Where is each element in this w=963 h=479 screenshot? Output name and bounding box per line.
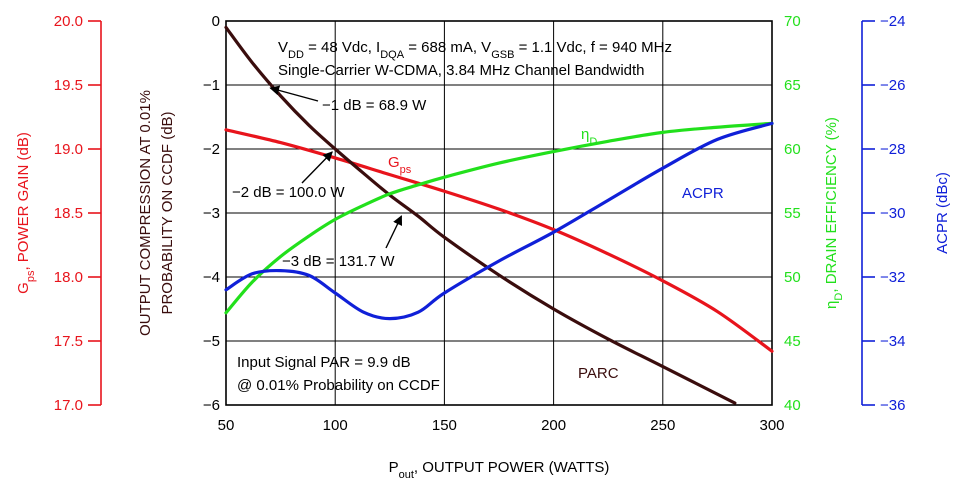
acpr-tick-label: −36 bbox=[880, 397, 905, 414]
conditions-line2: Single-Carrier W-CDMA, 3.84 MHz Channel … bbox=[278, 62, 645, 79]
series-label-gps: Gps bbox=[388, 154, 412, 176]
conditions-line1-part: V bbox=[278, 39, 288, 56]
series-label-efficiency-sub: D bbox=[589, 136, 597, 148]
compression-tick-label: −1 bbox=[203, 77, 220, 94]
x-tick-label: 150 bbox=[432, 417, 457, 434]
efficiency-tick-label: 65 bbox=[784, 77, 801, 94]
x-axis-label-rest: , OUTPUT POWER (WATTS) bbox=[414, 459, 610, 476]
series-label-efficiency-main: η bbox=[581, 126, 589, 143]
efficiency-axis-label-main: η bbox=[823, 301, 840, 309]
acpr-tick-label: −24 bbox=[880, 13, 905, 30]
gain-axis-label-rest: , POWER GAIN (dB) bbox=[15, 132, 32, 270]
compression-tick-label: −3 bbox=[203, 205, 220, 222]
conditions-line1: VDD = 48 Vdc, IDQA = 688 mA, VGSB = 1.1 … bbox=[278, 39, 672, 61]
conditions-line1-part: = 48 Vdc, I bbox=[304, 39, 380, 56]
series-line-gain bbox=[224, 128, 774, 353]
x-axis-label-sub: out bbox=[399, 469, 414, 479]
series-label-acpr: ACPR bbox=[682, 185, 724, 202]
callout-1db-arrow bbox=[269, 85, 319, 102]
acpr-axis-label-group: ACPR (dBc) bbox=[934, 172, 951, 254]
conditions-line1-part: DD bbox=[288, 49, 304, 61]
acpr-tick-label: −34 bbox=[880, 333, 905, 350]
compression-tick-label: −6 bbox=[203, 397, 220, 414]
callout-2db: −2 dB = 100.0 W bbox=[232, 184, 345, 201]
efficiency-axis-label-sub: D bbox=[833, 293, 845, 301]
gain-tick-label: 18.0 bbox=[54, 269, 83, 286]
gain-tick-label: 19.5 bbox=[54, 77, 83, 94]
efficiency-tick-label: 60 bbox=[784, 141, 801, 158]
x-tick-label: 250 bbox=[650, 417, 675, 434]
callout-3db: −3 dB = 131.7 W bbox=[282, 253, 395, 270]
gain-tick-label: 17.0 bbox=[54, 397, 83, 414]
efficiency-tick-label: 55 bbox=[784, 205, 801, 222]
acpr-tick-label: −32 bbox=[880, 269, 905, 286]
series-line-acpr bbox=[224, 121, 774, 321]
acpr-tick-label: −28 bbox=[880, 141, 905, 158]
conditions-line1-part: DQA bbox=[380, 49, 405, 61]
efficiency-tick-label: 70 bbox=[784, 13, 801, 30]
compression-axis-label-line1: OUTPUT COMPRESSION AT 0.01% bbox=[137, 90, 154, 336]
series-label-efficiency: ηD bbox=[581, 126, 597, 148]
series-line-compression bbox=[224, 25, 737, 405]
acpr-tick-label: −26 bbox=[880, 77, 905, 94]
x-tick-label: 200 bbox=[541, 417, 566, 434]
x-axis-label: Pout, OUTPUT POWER (WATTS) bbox=[389, 459, 610, 479]
conditions-line1-part: GSB bbox=[491, 49, 514, 61]
compression-tick-label: −4 bbox=[203, 269, 220, 286]
compression-tick-label: −5 bbox=[203, 333, 220, 350]
x-tick-label: 100 bbox=[323, 417, 348, 434]
callout-1db: −1 dB = 68.9 W bbox=[322, 97, 427, 114]
gain-tick-label: 18.5 bbox=[54, 205, 83, 222]
gain-tick-label: 20.0 bbox=[54, 13, 83, 30]
efficiency-axis-label-rest: , DRAIN EFFICIENCY (%) bbox=[823, 117, 840, 293]
efficiency-tick-label: 50 bbox=[784, 269, 801, 286]
efficiency-tick-label: 40 bbox=[784, 397, 801, 414]
conditions-line1-part: = 1.1 Vdc, f = 940 MHz bbox=[514, 39, 672, 56]
conditions-line1-part: = 688 mA, V bbox=[404, 39, 491, 56]
efficiency-tick-label: 45 bbox=[784, 333, 801, 350]
gain-axis-label: Gps, POWER GAIN (dB) bbox=[15, 132, 37, 294]
x-axis-label-main: P bbox=[389, 459, 399, 476]
series-line-efficiency bbox=[224, 121, 774, 315]
gain-tick-label: 19.0 bbox=[54, 141, 83, 158]
compression-axis-label: OUTPUT COMPRESSION AT 0.01% PROBABILITY O… bbox=[137, 90, 176, 336]
gain-axis-label-main: G bbox=[15, 282, 32, 294]
input-signal-line1: Input Signal PAR = 9.9 dB bbox=[237, 354, 411, 371]
input-signal-line2: @ 0.01% Probability on CCDF bbox=[237, 377, 440, 394]
x-tick-label: 300 bbox=[759, 417, 784, 434]
gain-tick-label: 17.5 bbox=[54, 333, 83, 350]
series-label-gps-main: G bbox=[388, 154, 400, 171]
compression-tick-label: −2 bbox=[203, 141, 220, 158]
series-label-gps-sub: ps bbox=[400, 164, 412, 176]
compression-axis-label-line2: PROBABILITY ON CCDF (dB) bbox=[159, 111, 176, 314]
series-label-parc: PARC bbox=[578, 365, 619, 382]
efficiency-axis-label: ηD, DRAIN EFFICIENCY (%) bbox=[823, 117, 845, 309]
compression-tick-label: 0 bbox=[212, 13, 220, 30]
acpr-tick-label: −30 bbox=[880, 205, 905, 222]
acpr-axis-label: ACPR (dBc) bbox=[934, 172, 951, 254]
gain-axis-label-group: Gps, POWER GAIN (dB) bbox=[15, 132, 37, 294]
callout-2db-arrow bbox=[301, 151, 333, 184]
x-tick-label: 50 bbox=[218, 417, 235, 434]
efficiency-axis-label-group: ηD, DRAIN EFFICIENCY (%) bbox=[823, 117, 845, 309]
callout-3db-arrow bbox=[385, 215, 403, 249]
gain-axis-label-sub: ps bbox=[25, 270, 37, 282]
